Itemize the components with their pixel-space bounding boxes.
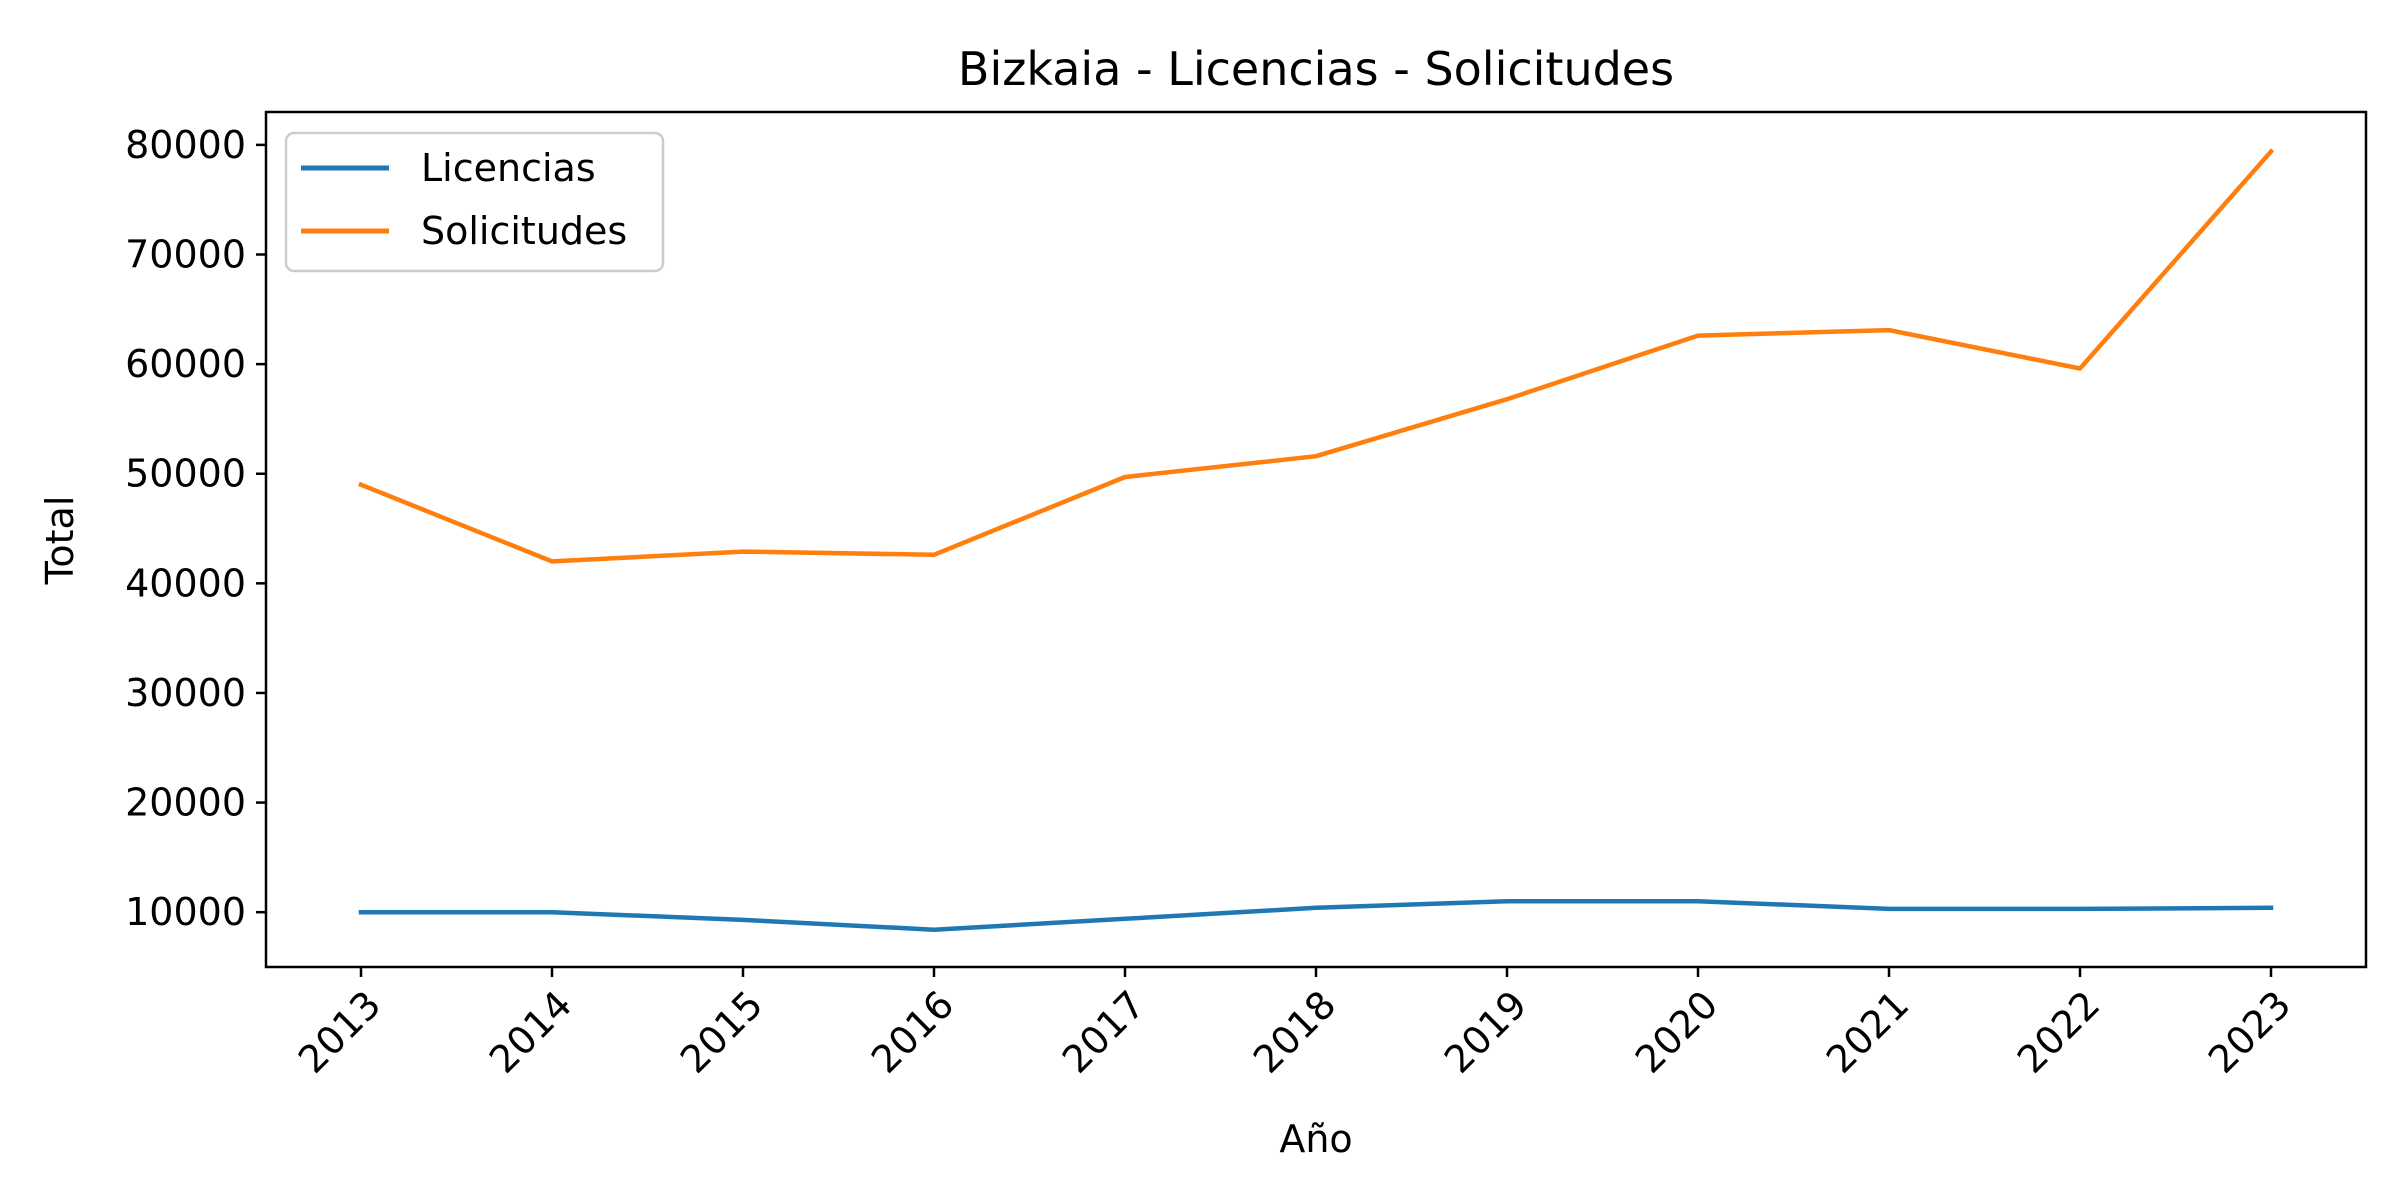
y-tick-label: 80000 — [125, 123, 246, 167]
chart-title: Bizkaia - Licencias - Solicitudes — [958, 42, 1674, 96]
y-tick-label: 50000 — [125, 452, 246, 496]
y-tick-label: 20000 — [125, 781, 246, 825]
plot-area-frame — [264, 110, 2368, 969]
legend: Licencias Solicitudes — [284, 131, 665, 273]
y-tick-label: 60000 — [125, 342, 246, 386]
y-axis-label: Total — [38, 496, 82, 586]
y-tick-label: 70000 — [125, 233, 246, 277]
y-axis-ticks: 10000 20000 30000 40000 50000 60000 70000 80000 — [125, 123, 266, 934]
series-line-solicitudes — [358, 148, 2275, 564]
x-axis-label: Año — [1279, 1117, 1352, 1161]
series-line-licencias — [358, 898, 2274, 932]
y-tick-label: 40000 — [125, 561, 246, 605]
legend-label-licencias: Licencias — [421, 146, 596, 190]
y-tick-label: 30000 — [125, 671, 246, 715]
series-lines — [358, 148, 2275, 932]
y-tick-label: 10000 — [125, 890, 246, 934]
legend-label-solicitudes: Solicitudes — [421, 209, 627, 253]
